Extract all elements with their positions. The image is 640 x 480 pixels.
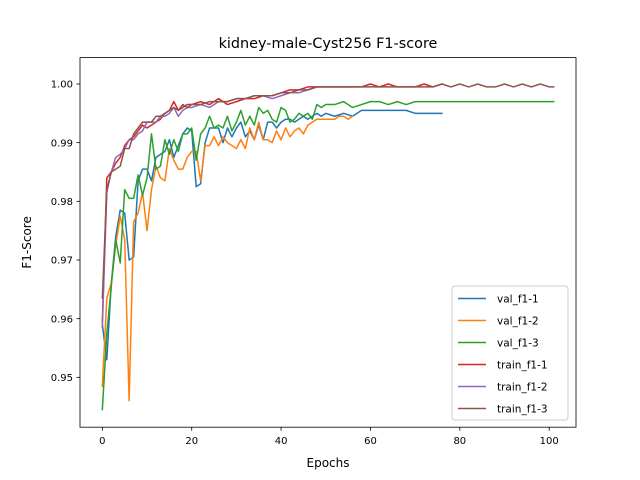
series-layer <box>101 83 555 411</box>
series-line-val_f1-2 <box>101 115 354 402</box>
x-tick-label: 100 <box>540 436 559 447</box>
series-line-train_f1-3 <box>101 83 555 299</box>
y-tick-label: 0.98 <box>51 197 73 208</box>
legend: val_f1-1 val_f1-2 val_f1-3 train_f1-1 train_… <box>451 285 569 421</box>
legend-box <box>451 285 569 421</box>
x-tick-label: 60 <box>364 436 377 447</box>
y-tick-label: 0.99 <box>51 138 73 149</box>
legend-label-train_f1-3: train_f1-3 <box>497 403 548 415</box>
y-tick-label: 0.96 <box>51 314 73 325</box>
legend-label-train_f1-2: train_f1-2 <box>497 381 548 393</box>
y-tick-label: 0.97 <box>51 256 73 267</box>
y-axis: 0.95 0.96 0.97 0.98 0.99 1.00 <box>51 80 80 384</box>
x-tick-label: 40 <box>275 436 288 447</box>
x-axis-label: Epochs <box>307 456 350 470</box>
legend-label-val_f1-2: val_f1-2 <box>497 315 539 327</box>
x-tick-label: 20 <box>185 436 198 447</box>
series-line-val_f1-3 <box>101 100 555 411</box>
x-tick-label: 0 <box>99 436 105 447</box>
axes-frame <box>79 57 577 428</box>
series-line-val_f1-1 <box>101 109 443 361</box>
legend-label-val_f1-1: val_f1-1 <box>497 293 539 305</box>
series-line-train_f1-1 <box>101 83 443 323</box>
y-tick-label: 1.00 <box>51 80 73 91</box>
legend-label-train_f1-1: train_f1-1 <box>497 359 548 371</box>
y-axis-label: F1-Score <box>20 216 34 268</box>
legend-label-val_f1-3: val_f1-3 <box>497 337 539 349</box>
x-tick-label: 80 <box>453 436 466 447</box>
x-axis: 0 20 40 60 80 100 <box>99 427 559 447</box>
chart-title: kidney-male-Cyst256 F1-score <box>219 36 438 52</box>
y-tick-label: 0.95 <box>51 373 73 384</box>
